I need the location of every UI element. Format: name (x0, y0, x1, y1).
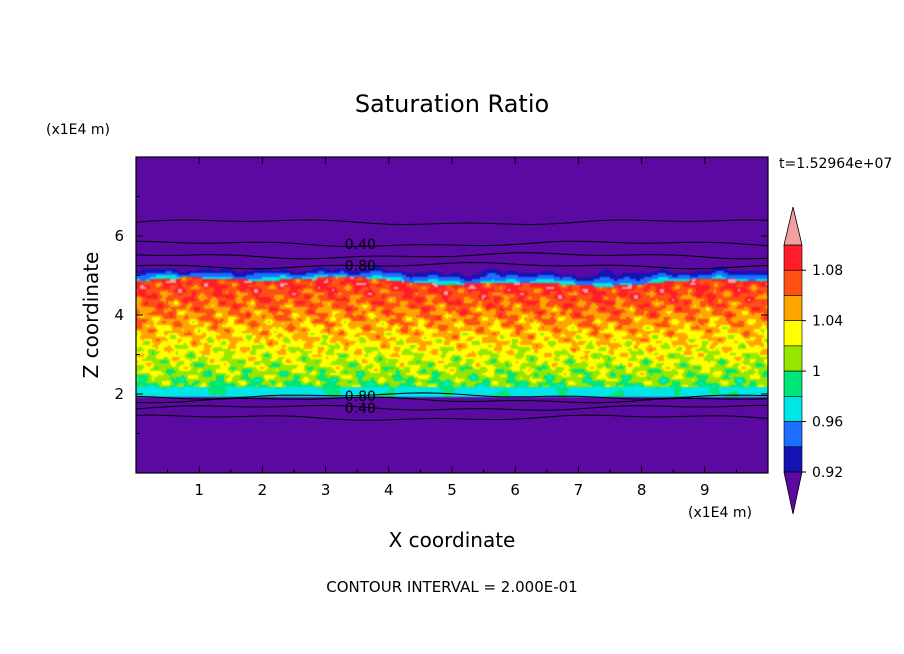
contour-line (135, 404, 769, 411)
colorbar-bin (783, 396, 803, 422)
contour-line (135, 414, 769, 421)
colorbar-bin (783, 370, 803, 397)
y-tick-label: 4 (114, 306, 124, 324)
colorbar-tick-label: 0.92 (812, 465, 843, 481)
x-tick-label: 9 (700, 481, 710, 499)
saturation-field (136, 157, 768, 473)
x-tick-label: 2 (258, 481, 268, 499)
x-tick-label: 1 (194, 481, 204, 499)
x-tick-label: 7 (574, 481, 584, 499)
contour-lines (135, 219, 769, 421)
contour-label: 0.80 (345, 259, 376, 275)
colorbar-bin (783, 295, 803, 321)
y-axis-label: Z coordinate (79, 252, 103, 379)
contour-line (135, 261, 769, 270)
colorbar-bin (783, 421, 803, 448)
colorbar-bin (783, 320, 803, 347)
colorbar-max-arrow (783, 206, 803, 246)
contour-label: 0.40 (345, 237, 376, 253)
y-tick-label: 2 (114, 385, 124, 403)
x-unit-label: (x1E4 m) (688, 505, 752, 521)
contour-line (135, 396, 769, 404)
plot-area: 0.400.800.800.40 (135, 156, 769, 474)
contour-label: 0.80 (345, 389, 376, 405)
colorbar-tick-label: 1.04 (812, 314, 843, 330)
x-tick-label: 3 (321, 481, 331, 499)
time-label: t=1.52964e+07 (779, 156, 892, 172)
colorbar-bin (783, 269, 803, 296)
x-tick-label: 5 (447, 481, 457, 499)
contour-line (135, 219, 769, 226)
colorbar-bin (783, 446, 803, 473)
colorbar: 1.08 1.04 1 0.96 0.92 (783, 206, 843, 515)
colorbar-tick-label: 1 (812, 364, 821, 380)
colorbar-bin (783, 345, 803, 372)
colorbar-bin (783, 244, 803, 271)
x-tick-label: 8 (637, 481, 647, 499)
contour-line (135, 252, 769, 260)
contour-interval-footer: CONTOUR INTERVAL = 2.000E-01 (326, 578, 577, 596)
y-unit-label: (x1E4 m) (46, 122, 110, 138)
x-tick-label: 6 (510, 481, 520, 499)
colorbar-tick-label: 1.08 (812, 263, 843, 279)
contour-label: 0.40 (345, 401, 376, 417)
contour-line (135, 240, 769, 248)
x-axis-label: X coordinate (389, 528, 516, 552)
x-axis: 1 2 3 4 5 6 7 8 9 (167, 157, 737, 499)
colorbar-min-arrow (783, 471, 803, 515)
contour-labels: 0.400.800.800.40 (345, 237, 376, 417)
x-tick-label: 4 (384, 481, 394, 499)
y-axis: 2 4 6 (114, 196, 768, 434)
colorbar-tick-label: 0.96 (812, 415, 843, 431)
chart-title: Saturation Ratio (355, 90, 549, 118)
y-tick-label: 6 (114, 227, 124, 245)
